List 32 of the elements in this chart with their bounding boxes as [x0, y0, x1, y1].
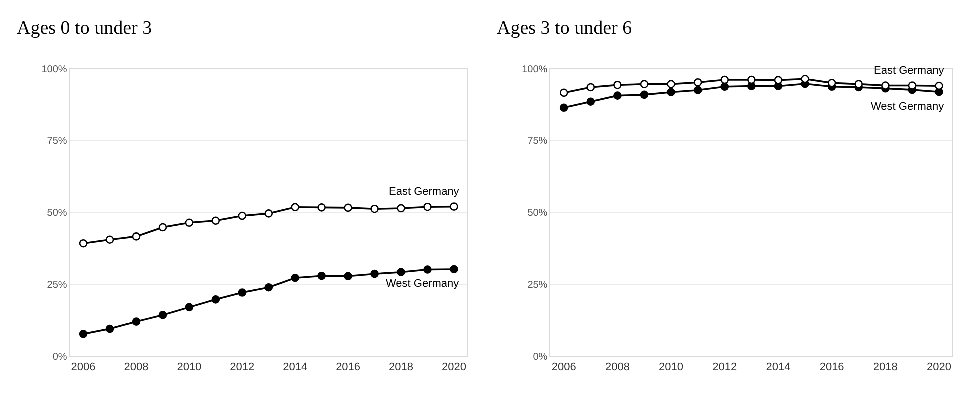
y-tick-label: 100% [522, 64, 548, 76]
x-tick-label: 2014 [766, 362, 791, 374]
chart-title: Ages 3 to under 6 [497, 18, 632, 39]
series-label: West Germany [871, 101, 945, 113]
x-tick-label: 2018 [873, 362, 898, 374]
series-label: East Germany [874, 65, 945, 77]
y-tick-label: 75% [528, 136, 548, 148]
x-tick-label: 2018 [389, 362, 414, 374]
x-tick-label: 2008 [124, 362, 149, 374]
series-label: East Germany [389, 186, 460, 198]
y-tick-label: 0% [52, 352, 68, 363]
y-tick-label: 100% [42, 64, 68, 76]
x-tick-label: 2010 [177, 362, 202, 374]
x-tick-label: 2020 [927, 362, 952, 374]
x-tick-label: 2010 [659, 362, 684, 374]
x-tick-label: 2020 [442, 362, 466, 374]
y-tick-label: 75% [47, 136, 68, 148]
y-tick-label: 50% [47, 208, 68, 220]
y-tick-label: 25% [528, 280, 548, 291]
y-tick-label: 0% [533, 352, 548, 363]
x-tick-label: 2016 [336, 362, 361, 374]
x-tick-label: 2006 [71, 362, 96, 374]
y-tick-label: 50% [528, 208, 548, 220]
series-label: West Germany [386, 278, 460, 290]
x-tick-label: 2008 [605, 362, 630, 374]
x-tick-label: 2012 [712, 362, 738, 374]
chart-title: Ages 0 to under 3 [17, 18, 152, 39]
x-tick-label: 2012 [230, 362, 255, 374]
x-tick-label: 2016 [820, 362, 844, 374]
x-tick-label: 2006 [552, 362, 576, 374]
x-tick-label: 2014 [283, 362, 308, 374]
y-tick-label: 25% [47, 280, 68, 291]
